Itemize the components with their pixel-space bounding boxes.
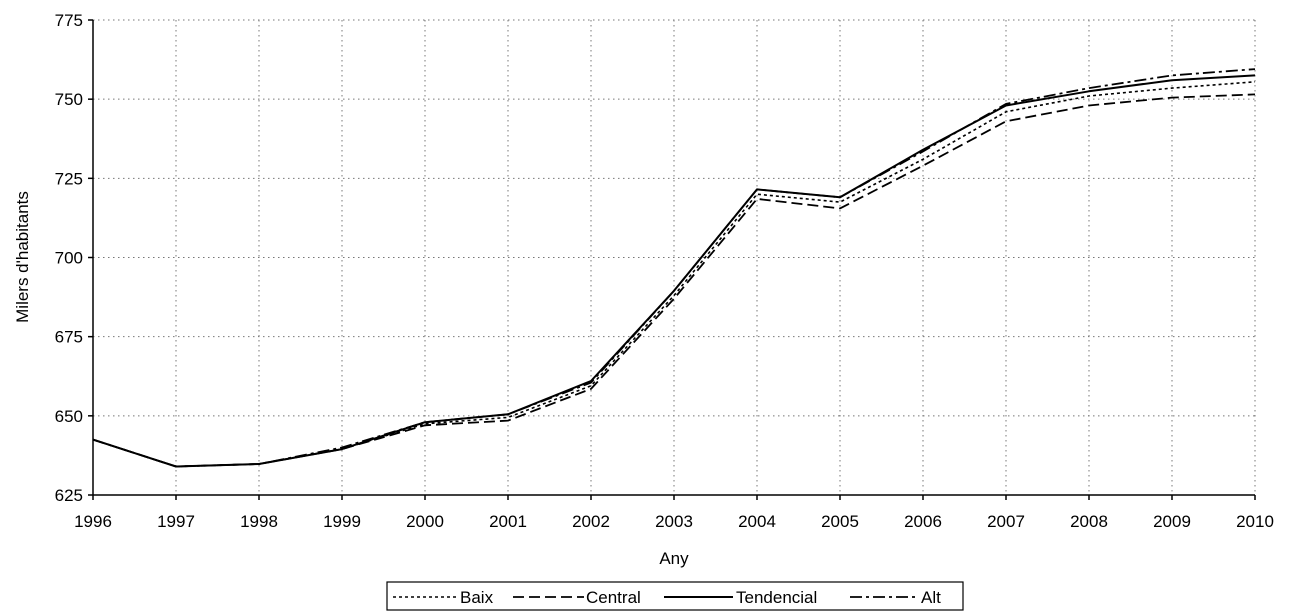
x-tick-label: 2001 <box>489 512 527 531</box>
x-tick-label: 1998 <box>240 512 278 531</box>
x-tick-label: 2000 <box>406 512 444 531</box>
x-tick-label: 2009 <box>1153 512 1191 531</box>
x-tick-label: 2008 <box>1070 512 1108 531</box>
x-tick-label: 2003 <box>655 512 693 531</box>
x-tick-labels: 1996 1997 1998 1999 2000 2001 2002 2003 2004 2005… <box>74 512 1274 531</box>
x-tick-label: 1996 <box>74 512 112 531</box>
axes <box>88 19 1256 500</box>
legend-label-alt: Alt <box>921 588 941 607</box>
series-lines <box>92 68 1256 468</box>
y-tick-label: 625 <box>55 486 83 505</box>
y-tick-label: 675 <box>55 328 83 347</box>
y-tick-label: 775 <box>55 11 83 30</box>
series-line-alt <box>92 68 1256 468</box>
legend-label-baix: Baix <box>460 588 494 607</box>
y-tick-label: 700 <box>55 249 83 268</box>
x-tick-label: 2004 <box>738 512 776 531</box>
y-axis-title: Milers d'habitants <box>13 191 32 323</box>
legend: Baix Central Tendencial Alt <box>386 581 964 611</box>
y-tick-labels: 625 650 675 700 725 750 775 <box>55 11 83 505</box>
gridlines <box>93 19 1256 495</box>
x-tick-label: 2007 <box>987 512 1025 531</box>
x-axis-title: Any <box>659 549 689 568</box>
series-line-baix <box>92 81 1256 468</box>
x-tick-label: 2010 <box>1236 512 1274 531</box>
x-tick-label: 2006 <box>904 512 942 531</box>
x-tick-label: 2002 <box>572 512 610 531</box>
legend-label-tendencial: Tendencial <box>736 588 817 607</box>
x-tick-label: 1999 <box>323 512 361 531</box>
y-tick-label: 725 <box>55 169 83 188</box>
x-tick-label: 2005 <box>821 512 859 531</box>
legend-label-central: Central <box>586 588 641 607</box>
y-tick-label: 650 <box>55 407 83 426</box>
x-tick-label: 1997 <box>157 512 195 531</box>
y-tick-label: 750 <box>55 90 83 109</box>
